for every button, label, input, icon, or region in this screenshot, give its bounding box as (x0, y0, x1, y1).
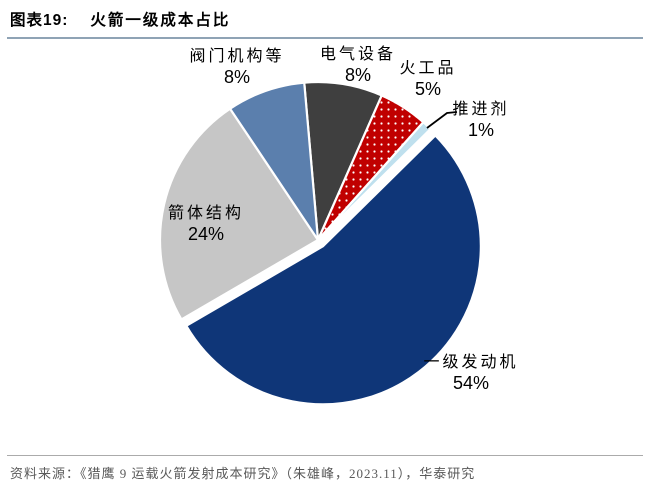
label-electrical-equipment-pct: 8% (344, 65, 372, 85)
label-pyrotechnics-pct: 5% (414, 79, 442, 99)
label-valve-mechanism: 阀门机构等 8% (189, 47, 284, 88)
label-pyrotechnics-name: 火工品 (399, 60, 457, 77)
figure-title: 火箭一级成本占比 (90, 12, 231, 29)
label-electrical-equipment-name: 电气设备 (319, 46, 397, 63)
propellant-leader-line (426, 111, 458, 129)
pie-slice-一级发动机 (185, 134, 482, 406)
figure-footer: 资料来源：《猎鹰 9 运载火箭发射成本研究》（朱雄峰，2023.11），华泰研究 (7, 455, 643, 483)
pie-slice-箭体结构 (158, 107, 320, 321)
pie-slice-推进剂 (316, 121, 432, 242)
label-first-stage-engine: 一级发动机 54% (423, 353, 518, 394)
figure-number-label: 图表19: (10, 12, 69, 29)
pie-svg (158, 80, 482, 406)
label-rocket-body-structure: 箭体结构 24% (168, 204, 244, 245)
pie-chart: 阀门机构等 8% 电气设备 8% 火工品 5% 推进剂 1% 箭体结构 24% … (0, 36, 650, 450)
pie-slice-阀门机构等 (229, 81, 320, 242)
label-rocket-body-structure-pct: 24% (187, 224, 225, 244)
figure-header: 图表19: 火箭一级成本占比 (7, 6, 643, 39)
label-rocket-body-structure-name: 箭体结构 (167, 205, 245, 222)
label-electrical-equipment: 电气设备 8% (320, 45, 396, 86)
label-first-stage-engine-pct: 54% (452, 373, 490, 393)
label-propellant: 推进剂 1% (452, 100, 509, 141)
label-valve-mechanism-pct: 8% (223, 67, 251, 87)
label-propellant-pct: 1% (467, 120, 495, 140)
label-propellant-name: 推进剂 (452, 101, 510, 118)
label-first-stage-engine-name: 一级发动机 (423, 354, 519, 371)
source-note: 资料来源：《猎鹰 9 运载火箭发射成本研究》（朱雄峰，2023.11），华泰研究 (10, 466, 476, 481)
label-valve-mechanism-name: 阀门机构等 (189, 48, 285, 65)
pie-slices (158, 80, 482, 406)
label-pyrotechnics: 火工品 5% (399, 59, 456, 100)
